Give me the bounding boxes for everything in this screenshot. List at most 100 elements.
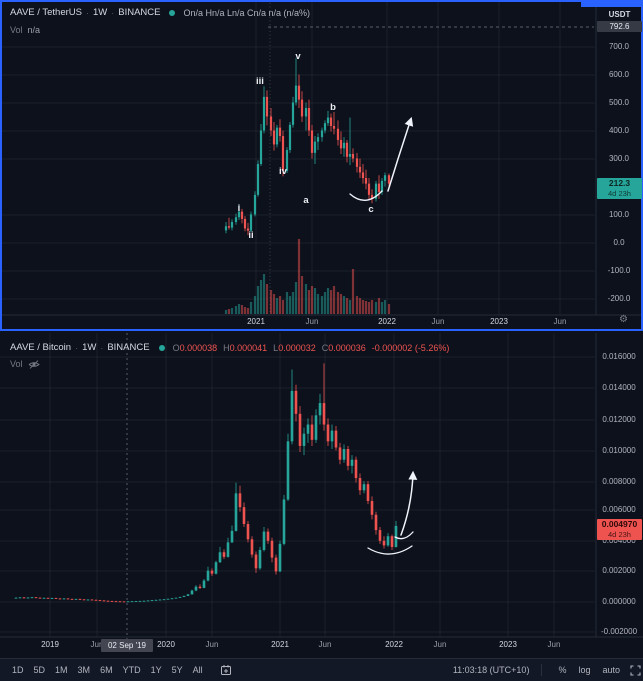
axis-currency-label: USDT bbox=[608, 10, 631, 19]
bottom-candles bbox=[14, 363, 398, 603]
range-selector: 1D 5D 1M 3M 6M YTD 1Y 5Y All bbox=[0, 665, 208, 675]
top-volume-bars bbox=[224, 239, 391, 314]
range-button-3m[interactable]: 3M bbox=[77, 665, 91, 675]
price-axis-label: -100.0 bbox=[607, 266, 631, 275]
price-axis-label: 500.0 bbox=[608, 98, 630, 107]
time-axis-label: Jun bbox=[305, 317, 319, 326]
top-chart-header: AAVE / TetherUS · 1W · BINANCE On/a Hn/a… bbox=[10, 7, 311, 18]
percent-scale-button[interactable]: % bbox=[558, 665, 567, 675]
settings-gear-icon[interactable]: ⚙ bbox=[619, 314, 628, 325]
svg-text:a: a bbox=[303, 195, 309, 206]
range-button-ytd[interactable]: YTD bbox=[122, 665, 141, 675]
axis-separators bbox=[0, 2, 643, 638]
price-axis-label: 0.004000 bbox=[602, 536, 636, 545]
price-axis-label: 0.006000 bbox=[602, 505, 636, 514]
bar-countdown: 4d 23h bbox=[608, 529, 631, 539]
time-axis-label: 2022 bbox=[385, 640, 403, 649]
market-status-dot bbox=[169, 9, 176, 16]
interval-label[interactable]: 1W bbox=[82, 342, 97, 353]
time-axis-label: 2020 bbox=[157, 640, 175, 649]
last-price: 0.004970 bbox=[601, 519, 638, 529]
last-price-badge: 0.004970 4d 23h bbox=[597, 519, 642, 540]
svg-text:b: b bbox=[330, 102, 336, 113]
exchange-label[interactable]: BINANCE bbox=[107, 342, 150, 353]
time-axis-label: 2021 bbox=[271, 640, 289, 649]
bottom-chart-header: AAVE / Bitcoin · 1W · BINANCE O0.000038 … bbox=[10, 342, 450, 353]
price-axis-label: 600.0 bbox=[608, 70, 630, 79]
top-chart-drawings bbox=[349, 116, 414, 201]
ohlc-values: On/a Hn/a Ln/a Cn/a n/a (n/a%) bbox=[183, 7, 311, 18]
range-button-1d[interactable]: 1D bbox=[12, 665, 24, 675]
svg-text:ii: ii bbox=[248, 230, 253, 241]
interval-label[interactable]: 1W bbox=[93, 7, 108, 18]
exchange-label[interactable]: BINANCE bbox=[118, 7, 161, 18]
time-axis-label: Jun bbox=[90, 640, 104, 649]
bar-countdown: 4d 23h bbox=[608, 188, 631, 198]
bottom-toolbar: 1D 5D 1M 3M 6M YTD 1Y 5Y All 11:03:18 (UTC+10) %… bbox=[0, 658, 643, 681]
range-button-6m[interactable]: 6M bbox=[100, 665, 113, 675]
market-status-dot bbox=[158, 344, 165, 351]
svg-text:v: v bbox=[295, 51, 301, 62]
price-axis-label: 0.000000 bbox=[602, 597, 636, 606]
vol-label: Vol bbox=[10, 359, 23, 369]
range-button-1y[interactable]: 1Y bbox=[150, 665, 162, 675]
time-axis-label: Jun bbox=[431, 317, 445, 326]
price-axis-label: -200.0 bbox=[607, 294, 631, 303]
time-axis-label: 2023 bbox=[499, 640, 517, 649]
fullscreen-icon[interactable] bbox=[630, 664, 641, 676]
time-axis-label: 2021 bbox=[247, 317, 265, 326]
change-value: -0.000002 (-5.26%) bbox=[371, 342, 450, 353]
price-axis-label: 700.0 bbox=[608, 42, 630, 51]
time-axis-label: 2022 bbox=[378, 317, 396, 326]
clock[interactable]: 11:03:18 (UTC+10) bbox=[452, 665, 530, 675]
svg-text:i: i bbox=[238, 203, 241, 214]
time-axis-label: 2019 bbox=[41, 640, 59, 649]
price-axis-label: 0.008000 bbox=[602, 477, 636, 486]
last-price: 212.3 bbox=[608, 178, 631, 188]
range-button-5d[interactable]: 5D bbox=[33, 665, 46, 675]
price-axis-label: 100.0 bbox=[608, 210, 630, 219]
price-axis-label: 0.016000 bbox=[602, 352, 636, 361]
price-axis-label: 0.012000 bbox=[602, 415, 636, 424]
time-axis-label: Jun bbox=[547, 640, 561, 649]
price-axis-label: 300.0 bbox=[608, 154, 630, 163]
crosshair-date-badge: 02 Sep '19 bbox=[101, 639, 153, 652]
auto-scale-button[interactable]: auto bbox=[602, 665, 620, 675]
time-axis-label: Jun bbox=[205, 640, 219, 649]
symbol-title[interactable]: AAVE / Bitcoin bbox=[10, 342, 72, 353]
price-axis-label: 0.002000 bbox=[602, 566, 636, 575]
price-axis-label: 0.010000 bbox=[602, 446, 636, 455]
last-price-badge: 212.3 4d 23h bbox=[597, 178, 642, 199]
symbol-title[interactable]: AAVE / TetherUS bbox=[10, 7, 82, 18]
volume-indicator-row: Vol bbox=[10, 359, 40, 369]
price-axis-label: 0.014000 bbox=[602, 383, 636, 392]
time-axis-label: Jun bbox=[433, 640, 447, 649]
log-scale-button[interactable]: log bbox=[578, 665, 591, 675]
price-axis-label: 0.0 bbox=[613, 238, 625, 247]
vol-value: n/a bbox=[27, 25, 41, 35]
time-axis-label: 2023 bbox=[490, 317, 508, 326]
price-level-badge: 792.6 bbox=[597, 21, 642, 32]
time-axis-label: Jun bbox=[553, 317, 567, 326]
go-to-date-icon[interactable] bbox=[220, 664, 232, 676]
toolbar-divider bbox=[541, 664, 543, 676]
price-axis-label: -0.002000 bbox=[600, 627, 638, 636]
crosshair-lines bbox=[126, 3, 594, 639]
time-axis-label: Jun bbox=[318, 640, 332, 649]
svg-text:iii: iii bbox=[256, 76, 264, 87]
range-button-5y[interactable]: 5Y bbox=[171, 665, 183, 675]
bottom-chart-drawings bbox=[367, 470, 418, 555]
ohlc-values: O0.000038 H0.000041 L0.000032 C0.000036 … bbox=[172, 342, 450, 353]
price-axis-label: 400.0 bbox=[608, 126, 630, 135]
svg-text:c: c bbox=[368, 204, 373, 215]
range-button-1m[interactable]: 1M bbox=[55, 665, 68, 675]
panel-accent-bar bbox=[581, 0, 643, 7]
volume-indicator-row: Vol n/a bbox=[10, 25, 40, 35]
visibility-off-icon[interactable] bbox=[28, 359, 40, 369]
range-button-all[interactable]: All bbox=[192, 665, 203, 675]
svg-text:iv: iv bbox=[279, 166, 288, 177]
top-candles bbox=[224, 58, 391, 236]
